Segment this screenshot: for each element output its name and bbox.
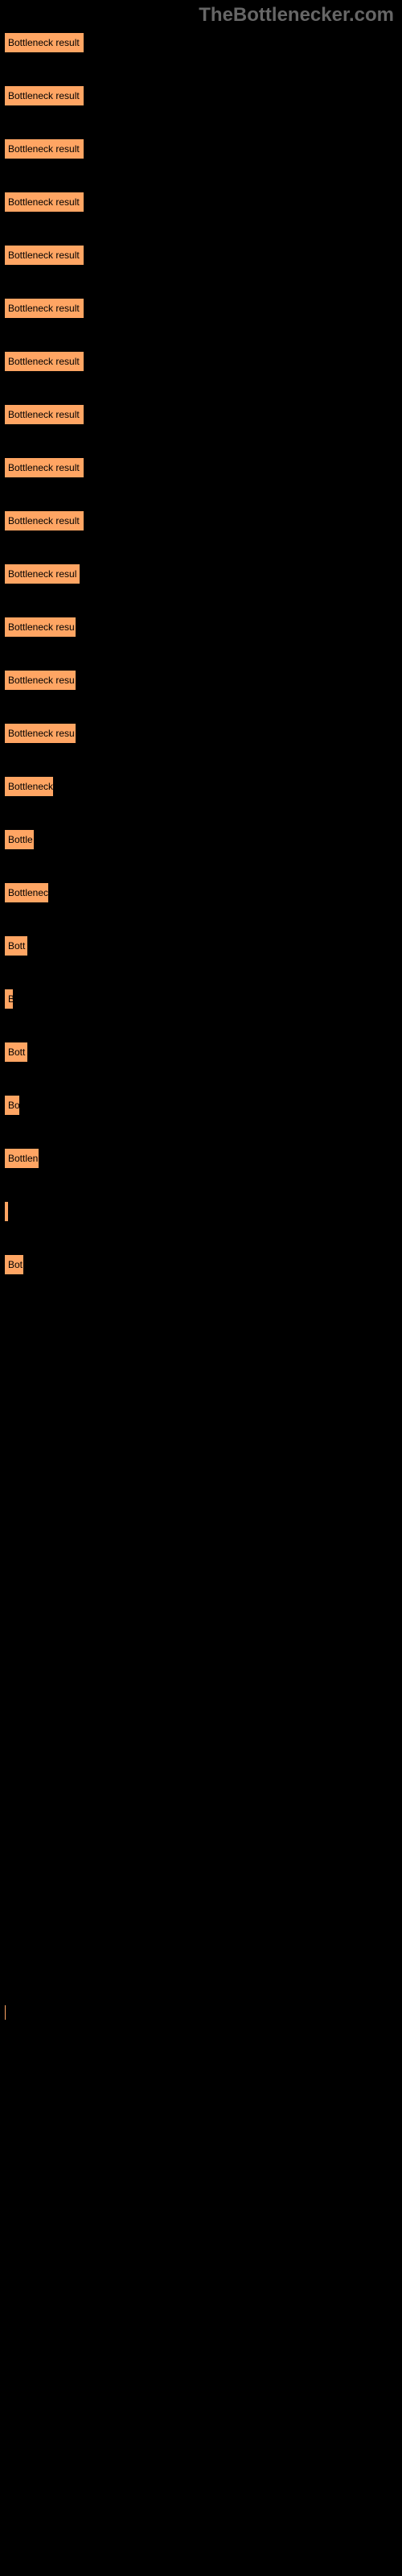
chart-bar: Bottleneck result (4, 510, 84, 531)
chart-bar: Bottleneck result (4, 457, 84, 478)
bar-row: Bo (4, 1095, 402, 1116)
bar-row: Bottleneck result (4, 32, 402, 53)
bar-row (4, 1201, 402, 1222)
bar-row: Bottleneck resu (4, 617, 402, 638)
watermark-text: TheBottlenecker.com (199, 4, 394, 27)
chart-bar: Bottlen (4, 1148, 39, 1169)
bar-row: Bottleneck result (4, 404, 402, 425)
thin-bar (4, 2004, 6, 2021)
chart-bar: Bottleneck result (4, 85, 84, 106)
bar-row: Bottleneck resu (4, 670, 402, 691)
bar-row: B (4, 989, 402, 1009)
chart-bar: Bottleneck result (4, 138, 84, 159)
chart-bar: Bottleneck result (4, 32, 84, 53)
chart-bar: Bottleneck resu (4, 670, 76, 691)
chart-bar: Bottleneck result (4, 192, 84, 213)
bar-row: Bottleneck result (4, 85, 402, 106)
bar-row: Bottleneck resu (4, 723, 402, 744)
bar-row: Bott (4, 1042, 402, 1063)
bar-chart: Bottleneck result Bottleneck result Bottle… (0, 0, 402, 1275)
chart-bar: Bottleneck resu (4, 617, 76, 638)
bar-row: Bottleneck result (4, 298, 402, 319)
chart-bar: Bottle (4, 829, 35, 850)
chart-bar: Bottleneck result (4, 245, 84, 266)
bar-row: Bottleneck result (4, 138, 402, 159)
chart-bar (4, 1201, 9, 1222)
thin-bar-container (4, 2004, 6, 2021)
bar-row: Bottleneck result (4, 510, 402, 531)
chart-bar: Bottleneck result (4, 298, 84, 319)
bar-row: Bottleneck result (4, 457, 402, 478)
bar-row: Bottleneck result (4, 192, 402, 213)
bar-row: Bottlen (4, 1148, 402, 1169)
bar-row: Bot (4, 1254, 402, 1275)
chart-bar: Bottleneck result (4, 404, 84, 425)
chart-bar: Bottleneck resul (4, 564, 80, 584)
chart-bar: Bo (4, 1095, 20, 1116)
bar-row: Bottleneck result (4, 351, 402, 372)
chart-bar: Bott (4, 935, 28, 956)
bar-row: Bottleneck resul (4, 564, 402, 584)
bar-row: Bottlenec (4, 882, 402, 903)
chart-bar: Bott (4, 1042, 28, 1063)
chart-bar: B (4, 989, 14, 1009)
chart-bar: Bot (4, 1254, 24, 1275)
bar-row: Bottleneck result (4, 245, 402, 266)
chart-bar: Bottleneck (4, 776, 54, 797)
chart-bar: Bottleneck result (4, 351, 84, 372)
chart-bar: Bottlenec (4, 882, 49, 903)
bar-row: Bottleneck (4, 776, 402, 797)
chart-bar: Bottleneck resu (4, 723, 76, 744)
bar-row: Bottle (4, 829, 402, 850)
bar-row: Bott (4, 935, 402, 956)
